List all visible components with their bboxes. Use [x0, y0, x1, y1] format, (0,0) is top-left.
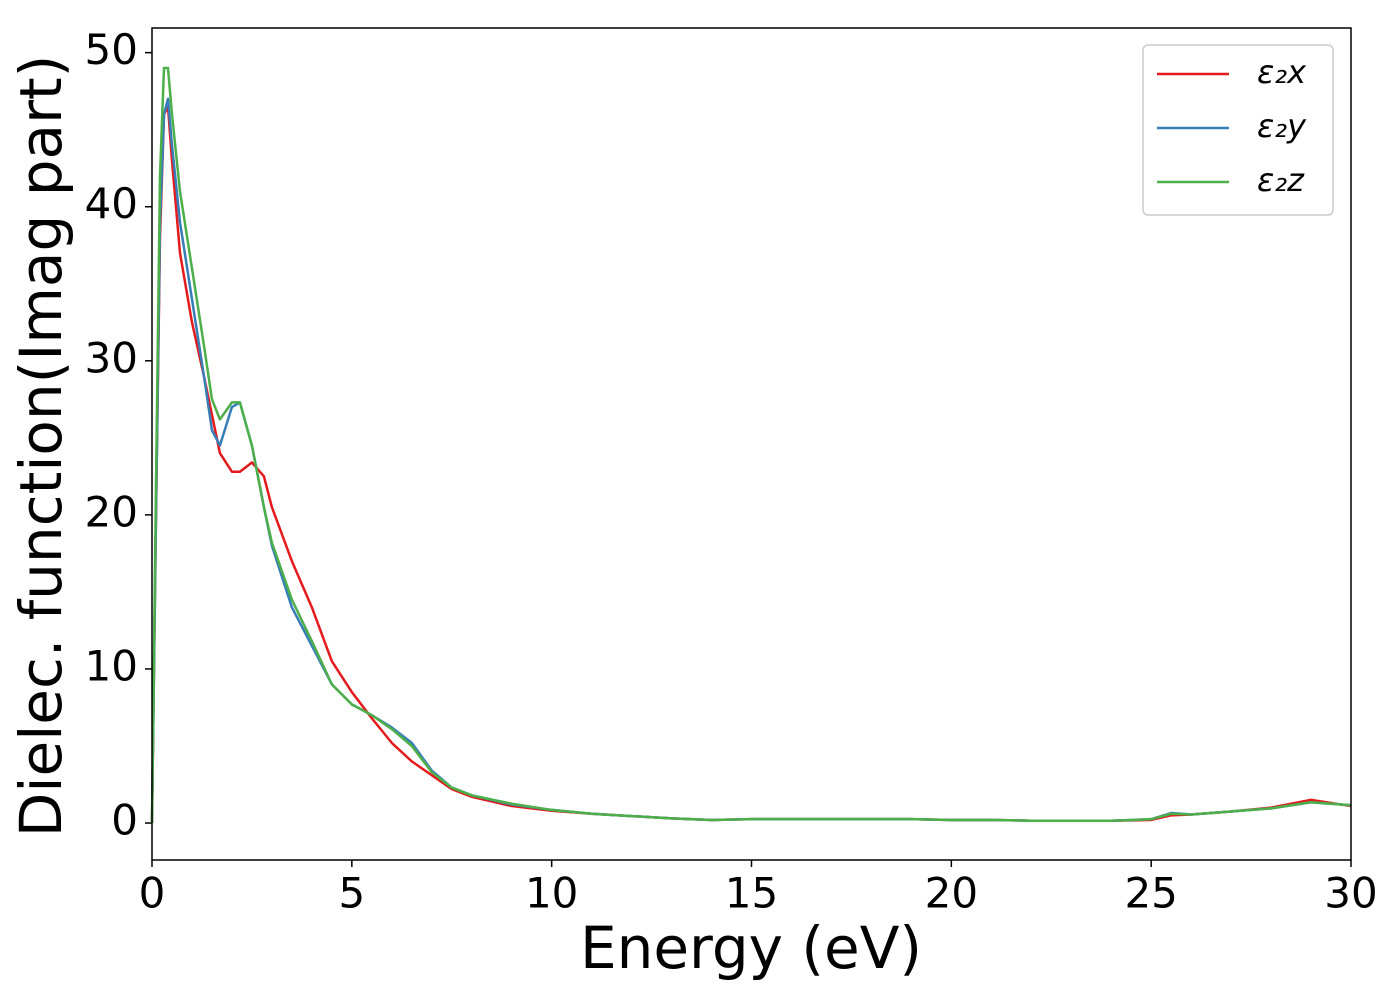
- legend-box: [1142, 44, 1334, 216]
- plot-frame: [151, 27, 1352, 861]
- y-tick-label: 0: [111, 796, 138, 845]
- x-tick-label: 20: [925, 869, 978, 918]
- x-tick-label: 5: [338, 869, 365, 918]
- legend-label: ε₂z: [1257, 161, 1305, 199]
- y-tick-label: 30: [85, 333, 138, 382]
- legend-label: ε₂y: [1257, 107, 1307, 145]
- x-tick-label: 25: [1124, 869, 1177, 918]
- legend-label: ε₂x: [1257, 53, 1307, 91]
- y-tick-label: 10: [85, 641, 138, 690]
- y-tick-label: 50: [85, 25, 138, 74]
- x-tick-label: 0: [139, 869, 166, 918]
- x-tick-label: 30: [1324, 869, 1377, 918]
- x-tick-label: 15: [725, 869, 778, 918]
- y-tick-label: 40: [85, 179, 138, 228]
- y-tick-label: 20: [85, 487, 138, 536]
- x-axis-label: Energy (eV): [580, 914, 922, 982]
- series-line: [150, 66, 1352, 824]
- y-axis-label: Dielec. function(Imag part): [7, 55, 75, 838]
- x-tick-label: 10: [525, 869, 578, 918]
